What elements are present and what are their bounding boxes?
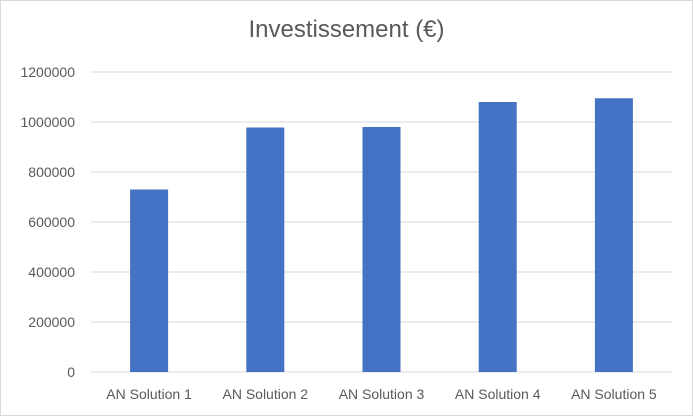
y-tick-label: 0 bbox=[67, 364, 75, 380]
x-tick-label: AN Solution 2 bbox=[222, 386, 308, 402]
bar bbox=[362, 127, 401, 372]
y-tick-label: 200000 bbox=[28, 314, 75, 330]
y-tick-label: 1000000 bbox=[20, 114, 75, 130]
y-tick-label: 600000 bbox=[28, 214, 75, 230]
bar bbox=[130, 189, 169, 372]
x-tick-label: AN Solution 1 bbox=[106, 386, 192, 402]
bar bbox=[594, 98, 633, 372]
x-tick-label: AN Solution 4 bbox=[455, 386, 541, 402]
y-tick-label: 1200000 bbox=[20, 64, 75, 80]
bar bbox=[246, 127, 285, 372]
x-tick-label: AN Solution 5 bbox=[571, 386, 657, 402]
x-tick-label: AN Solution 3 bbox=[339, 386, 425, 402]
bar bbox=[478, 102, 517, 372]
y-tick-label: 400000 bbox=[28, 264, 75, 280]
y-tick-label: 800000 bbox=[28, 164, 75, 180]
chart-title: Investissement (€) bbox=[248, 16, 445, 43]
